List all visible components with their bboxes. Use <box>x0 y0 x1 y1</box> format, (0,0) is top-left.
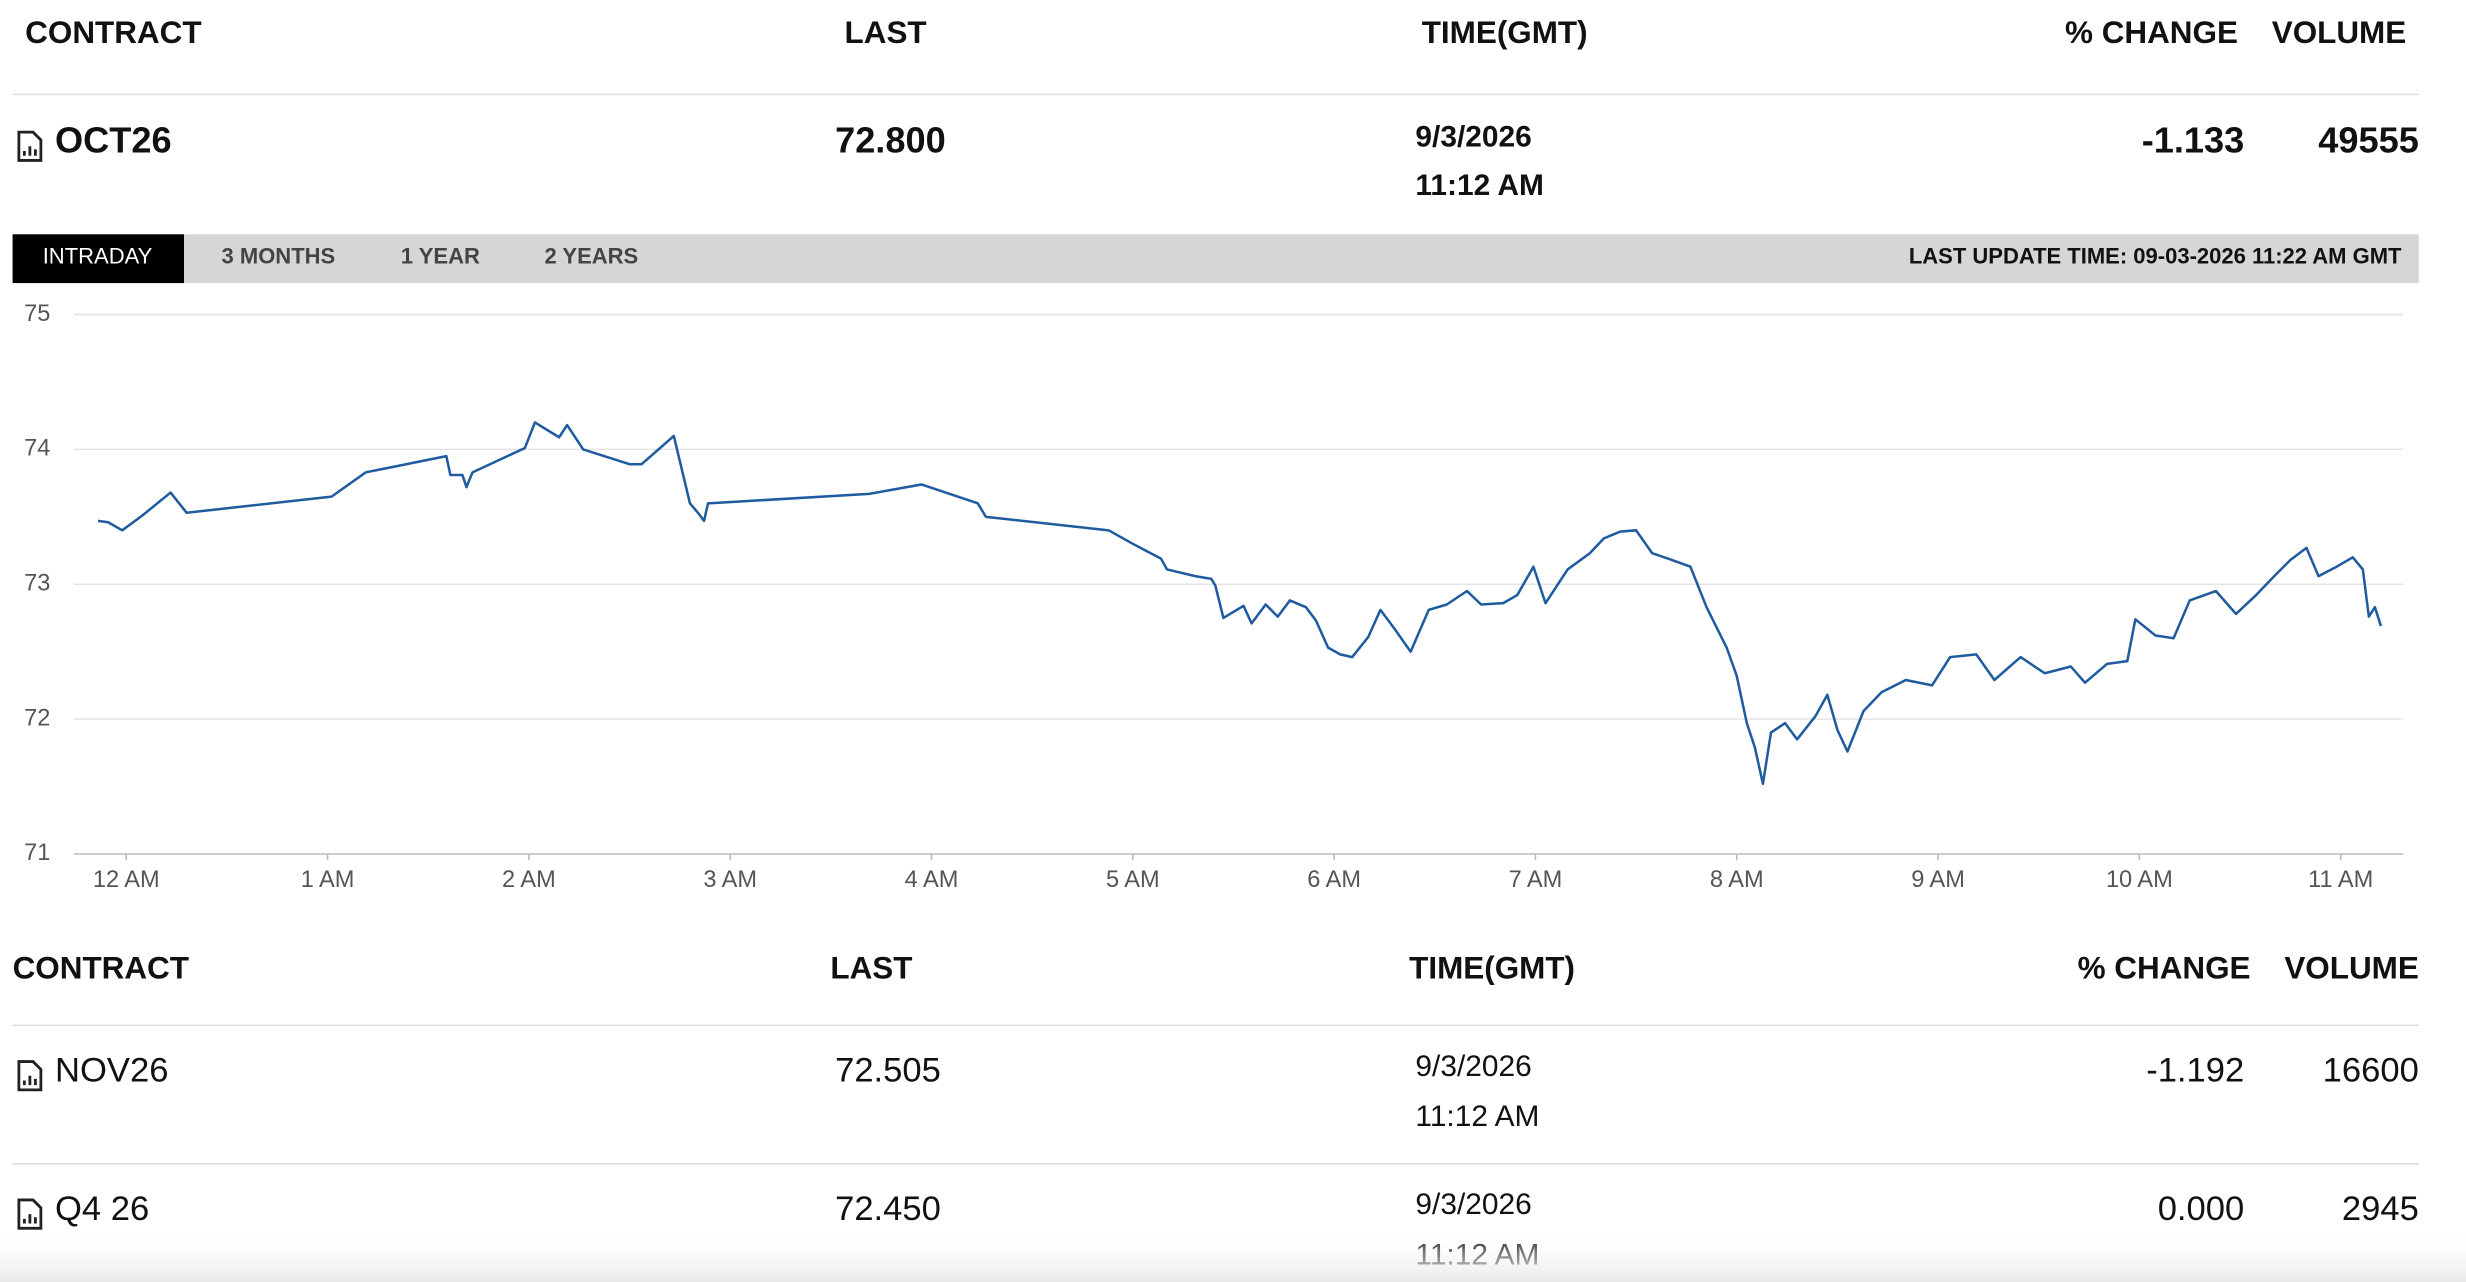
tab[interactable]: 2 YEARS <box>544 244 638 269</box>
tab[interactable]: INTRADAY <box>43 244 153 269</box>
chart-icon[interactable] <box>17 130 43 162</box>
col-header: CONTRACT <box>25 15 201 50</box>
x-tick-label: 3 AM <box>703 866 757 892</box>
x-tick-label: 1 AM <box>301 866 355 892</box>
last: 72.505 <box>835 1052 941 1090</box>
time: 11:12 AM <box>1415 169 1543 202</box>
x-tick-label: 11 AM <box>2308 866 2373 892</box>
y-tick-label: 74 <box>24 435 50 461</box>
date: 9/3/2026 <box>1415 120 1531 153</box>
x-tick-label: 8 AM <box>1710 866 1764 892</box>
x-tick-label: 9 AM <box>1911 866 1965 892</box>
last: 72.800 <box>835 120 946 161</box>
last-update: LAST UPDATE TIME: 09-03-2026 11:22 AM GM… <box>1909 244 2402 269</box>
col-header: % CHANGE <box>2078 951 2251 986</box>
x-tick-label: 2 AM <box>502 866 556 892</box>
date: 9/3/2026 <box>1415 1050 1531 1083</box>
tab[interactable]: 1 YEAR <box>401 244 480 269</box>
y-tick-label: 72 <box>24 704 50 730</box>
chart-icon[interactable] <box>17 1060 43 1092</box>
contract[interactable]: OCT26 <box>55 120 172 161</box>
x-tick-label: 6 AM <box>1307 866 1361 892</box>
col-header: LAST <box>845 15 927 50</box>
chart: 71 72 73 74 75 12 AM 1 AM 2 AM 3 AM 4 AM 5 AM 6 AM 7… <box>24 300 2404 892</box>
volume: 16600 <box>2323 1052 2419 1090</box>
x-tick-label: 7 AM <box>1509 866 1563 892</box>
x-tick-label: 12 AM <box>93 866 160 892</box>
date: 9/3/2026 <box>1415 1188 1531 1221</box>
y-tick-label: 71 <box>24 839 50 865</box>
content: CONTRACT LAST TIME(GMT) % CHANGE VOLUME … <box>12 15 2419 1271</box>
x-tick-label: 10 AM <box>2106 866 2173 892</box>
col-header: TIME(GMT) <box>1409 951 1575 986</box>
bottom-fade <box>0 1230 2466 1282</box>
tab[interactable]: 3 MONTHS <box>222 244 336 269</box>
y-tick-label: 75 <box>24 300 50 326</box>
contract[interactable]: NOV26 <box>55 1052 168 1090</box>
change: 0.000 <box>2158 1190 2245 1228</box>
col-header: % CHANGE <box>2065 15 2238 50</box>
change: -1.133 <box>2142 120 2245 161</box>
col-header: LAST <box>830 951 912 986</box>
last: 72.450 <box>835 1190 941 1228</box>
x-tick-label: 4 AM <box>905 866 959 892</box>
col-header: TIME(GMT) <box>1422 15 1588 50</box>
chart-icon[interactable] <box>17 1198 43 1230</box>
y-tick-label: 73 <box>24 569 50 595</box>
contract[interactable]: Q4 26 <box>55 1190 149 1228</box>
x-tick-label: 5 AM <box>1106 866 1160 892</box>
active-tab[interactable] <box>12 234 185 284</box>
time: 11:12 AM <box>1415 1100 1539 1133</box>
col-header: VOLUME <box>2284 951 2418 986</box>
price-line <box>97 421 2383 786</box>
tab-bar <box>12 234 2419 284</box>
change: -1.192 <box>2146 1052 2244 1090</box>
volume: 2945 <box>2342 1190 2419 1228</box>
volume: 49555 <box>2318 120 2419 161</box>
col-header: VOLUME <box>2272 15 2406 50</box>
rows: NOV26 72.505 9/3/2026 11:12 AM -1.192 16600 Q4… <box>12 1050 2419 1271</box>
col-header: CONTRACT <box>13 951 189 986</box>
